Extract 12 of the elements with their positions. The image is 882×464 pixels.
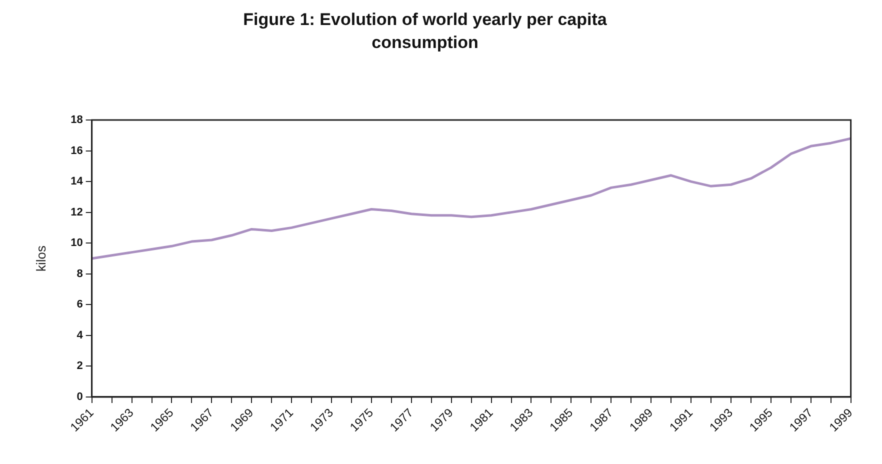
y-tick-label: 10	[70, 237, 83, 250]
y-tick-label: 8	[76, 268, 83, 280]
y-tick-label: 0	[76, 390, 83, 403]
y-tick-label: 16	[70, 144, 83, 157]
y-tick-label: 4	[76, 329, 84, 342]
y-tick-label: 6	[76, 298, 83, 311]
y-tick-label: 18	[70, 114, 83, 126]
y-tick-label: 12	[70, 206, 83, 218]
y-tick-label: 2	[76, 360, 83, 372]
chart-title: Figure 1: Evolution of world yearly per capita consumption	[242, 9, 608, 54]
y-tick-label: 14	[70, 176, 84, 188]
y-axis-title: kilos	[33, 244, 48, 272]
